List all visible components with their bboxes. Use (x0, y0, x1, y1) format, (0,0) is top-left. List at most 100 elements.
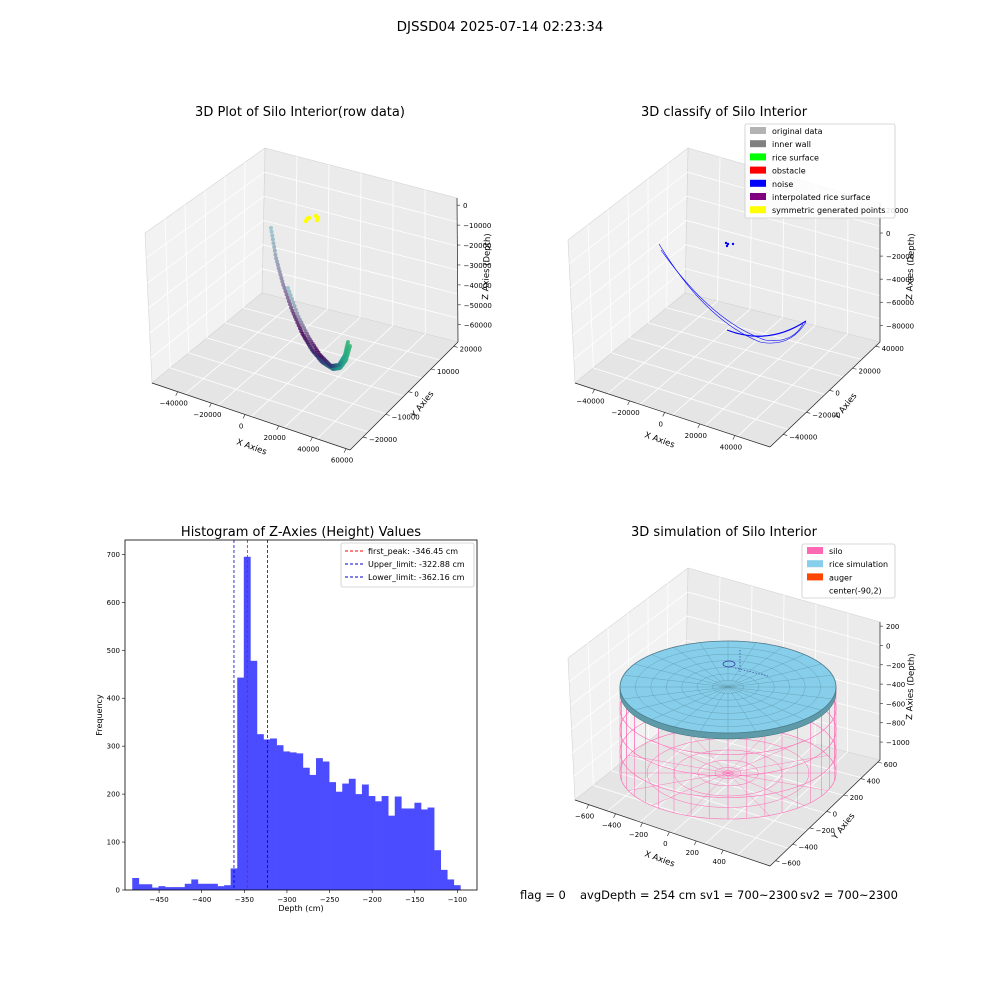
simulation-y-tick-label: 200 (850, 794, 863, 802)
raw-y-tick (453, 346, 458, 348)
raw-data-point (282, 285, 287, 290)
raw-x-tick (310, 437, 313, 442)
rice-mesh-spoke (651, 654, 729, 688)
raw-data-point (286, 286, 290, 290)
raw-data-point (272, 248, 277, 253)
simulation-legend-swatch (807, 547, 823, 554)
simulation-x-tick (694, 840, 697, 846)
raw-y-tick-label: −10000 (392, 413, 420, 421)
histogram-chart: Histogram of Z-Axies (Height) Values −45… (95, 525, 478, 913)
simulation-y-axis-line (769, 759, 881, 867)
histogram-x-tick-label: −250 (320, 896, 339, 904)
raw-x-tick-label: 20000 (264, 434, 286, 442)
classify-x-tick (627, 400, 630, 406)
histogram-bar (375, 801, 382, 890)
classify-legend-frame (744, 123, 896, 219)
classify-y-tick-label: 40000 (882, 345, 904, 353)
histogram-bar (427, 807, 435, 890)
simulation-legend-swatch (807, 573, 823, 581)
classify-legend: original data inner wall rice surface obsta… (744, 123, 896, 219)
raw-data-point (270, 233, 275, 238)
classify-x-tick-label: 20000 (685, 432, 707, 440)
raw-y-tick (430, 368, 436, 371)
raw-data-point (288, 293, 293, 298)
histogram-bar (440, 869, 448, 890)
silo-floor-spoke (628, 772, 729, 791)
raw-z-tick-label: −30000 (463, 262, 491, 270)
simulation-y-tick-label: −200 (816, 827, 835, 835)
histogram-bar (381, 796, 389, 890)
simulation-z-tick-label: 0 (886, 642, 890, 650)
silo-floor-spoke (727, 772, 770, 816)
classify-x-tick (732, 435, 736, 440)
raw-x-tick-label: 60000 (331, 457, 353, 465)
raw-data-point (275, 262, 280, 267)
histogram-title: Histogram of Z-Axies (Height) Values (181, 525, 421, 540)
raw-z-axis-label: Z Axies (Depth) (481, 233, 493, 300)
classify-3d-plot: 3D classify of Silo Interior −40000 −2000… (567, 105, 917, 451)
raw-data-point (278, 272, 283, 277)
classify-x-tick (697, 423, 701, 429)
raw-x-axis-line (151, 382, 351, 451)
raw-y-tick-label: 20000 (460, 345, 482, 353)
simulation-y-tick-label: −400 (799, 843, 818, 851)
raw-z-tick-label: −50000 (464, 302, 492, 310)
classify-z-tick-label: 20000 (886, 207, 908, 215)
auger-ring (722, 660, 736, 668)
classify-z-tick-label: 0 (886, 230, 890, 238)
histogram-bar (355, 794, 363, 890)
histogram-bar (302, 767, 310, 890)
classify-legend-label: inner wall (772, 140, 811, 149)
raw-y-axis-line (349, 341, 459, 451)
classify-legend-swatch (750, 127, 766, 134)
histogram-bar (342, 783, 350, 890)
histogram-bar (348, 778, 356, 890)
classify-legend-swatch (750, 166, 766, 174)
simulation-y-tick-label: 600 (884, 761, 897, 769)
histogram-x-tick-label: −400 (192, 896, 211, 904)
raw-data-point (273, 252, 278, 257)
classify-x-tick (662, 412, 665, 417)
histogram-bar (237, 677, 245, 890)
rice-mesh-spoke (727, 654, 805, 688)
histogram-bar (283, 751, 291, 890)
raw-y-tick (408, 391, 413, 393)
rice-mesh-spoke (651, 686, 729, 720)
raw-data-point (298, 326, 302, 331)
raw-x-tick (242, 414, 246, 419)
classify-noise-point (725, 244, 729, 248)
raw-x-tick (209, 402, 212, 408)
histogram-bar (316, 758, 323, 890)
rice-mesh-spoke (727, 686, 833, 700)
rice-mesh-spoke (699, 686, 729, 732)
classify-noise-point (726, 242, 730, 246)
raw-symmetric-point (306, 215, 312, 221)
histogram-bar (184, 883, 192, 890)
histogram-bar (329, 782, 336, 890)
simulation-z-tick-label: −1000 (886, 739, 910, 747)
histogram-bar (138, 884, 146, 890)
classify-y-tick (783, 434, 788, 436)
histogram-y-tick-label: 100 (107, 839, 120, 847)
rice-mesh-spoke (673, 647, 729, 688)
raw-y-tick-label: 10000 (437, 368, 459, 376)
histogram-y-tick-label: 400 (107, 695, 120, 703)
histogram-y-tick-label: 600 (107, 599, 120, 607)
classify-x-tick (592, 389, 595, 394)
rice-mesh-spoke (727, 647, 783, 688)
histogram-x-tick-label: −150 (405, 896, 424, 904)
classify-legend-label: interpolated rice surface (772, 193, 870, 202)
raw-data-point (287, 289, 292, 294)
histogram-x-tick-label: −350 (235, 896, 254, 904)
classify-x-tick-label: 40000 (720, 443, 742, 451)
histogram-bar (414, 802, 422, 890)
raw-data-point (277, 269, 282, 274)
raw-data-point (274, 256, 279, 261)
rice-mesh-spoke (673, 686, 729, 727)
raw-data-point (270, 237, 275, 242)
histogram-bar (388, 815, 396, 890)
histogram-x-tick-label: −200 (363, 896, 382, 904)
simulation-x-axis-label: X Axies (643, 849, 676, 869)
classify-legend-label: symmetric generated points (772, 206, 885, 215)
simulation-y-tick (792, 843, 797, 846)
